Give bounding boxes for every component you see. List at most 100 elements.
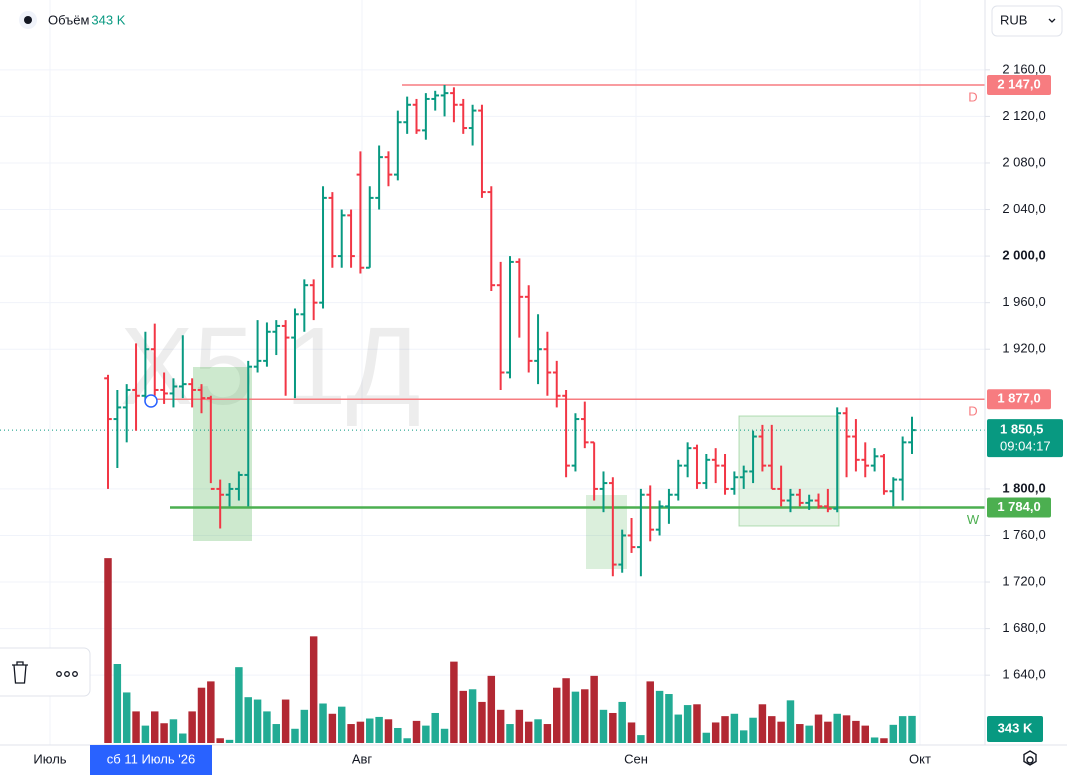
volume-bar xyxy=(581,689,589,743)
volume-bar xyxy=(683,705,692,743)
volume-bar xyxy=(244,697,252,743)
x-tick-label: Сен xyxy=(624,751,648,766)
volume-bar xyxy=(440,728,449,743)
grid xyxy=(0,0,985,745)
volume-bar xyxy=(169,719,178,743)
volume-bar xyxy=(898,716,907,743)
dropdown-arrow xyxy=(1048,18,1056,23)
volume-bar xyxy=(824,721,832,743)
last-price-box xyxy=(987,419,1063,458)
price-line-label: 1 877,0 xyxy=(997,391,1040,406)
volume-bar xyxy=(524,721,533,743)
volume-bar xyxy=(627,722,636,743)
volume-bar xyxy=(842,715,851,743)
crosshair-date: сб 11 Июль '26 xyxy=(107,751,195,766)
volume-bar xyxy=(758,704,767,743)
x-tick-label: Окт xyxy=(909,751,931,766)
volume-label-box xyxy=(987,716,1043,742)
volume-bar xyxy=(702,732,711,743)
volume-bar xyxy=(384,719,393,743)
watermark: Х5 1Д xyxy=(120,305,421,428)
price-line-label-box xyxy=(987,389,1051,410)
volume-bar xyxy=(674,714,683,743)
volume-bar xyxy=(450,661,458,743)
volume-bar xyxy=(468,689,477,743)
volume-bar xyxy=(553,687,561,743)
volume-bar xyxy=(328,713,337,743)
price-line-tag: D xyxy=(968,404,977,419)
volume-bar xyxy=(590,675,598,743)
volume-bar xyxy=(908,715,916,743)
legend-label: Объём xyxy=(48,12,89,27)
volume-bar xyxy=(375,716,383,743)
price-line-label-box xyxy=(987,497,1051,518)
y-tick-label: 2 000,0 xyxy=(1002,248,1045,263)
volume-bar xyxy=(188,711,196,743)
volume-bar xyxy=(319,703,327,743)
volume-bar xyxy=(889,724,898,743)
volume-bar xyxy=(852,720,860,743)
volume-bar xyxy=(861,725,869,743)
legend-value: 343 K xyxy=(91,12,125,27)
legend-icon-dot xyxy=(24,16,32,24)
volume-bar xyxy=(132,711,140,743)
volume-layer xyxy=(104,558,916,743)
price-lines: D D W xyxy=(0,84,985,527)
volume-bar xyxy=(122,692,131,743)
volume-bar xyxy=(487,675,496,743)
crosshair-date-box xyxy=(90,745,212,775)
zone[interactable] xyxy=(193,367,252,541)
volume-bar xyxy=(805,725,813,743)
volume-bar xyxy=(646,681,654,743)
y-tick-label: 1 720,0 xyxy=(1002,573,1045,588)
volume-bar xyxy=(796,724,804,743)
volume-bar xyxy=(347,724,355,743)
volume-bar xyxy=(777,721,785,743)
y-tick-label: 2 160,0 xyxy=(1002,61,1045,76)
volume-bar xyxy=(693,704,701,743)
volume-bar xyxy=(637,735,645,743)
zone[interactable] xyxy=(586,495,627,569)
volume-bar xyxy=(833,713,841,743)
volume-bar xyxy=(496,709,505,743)
volume-bar xyxy=(179,733,187,743)
anchor-point[interactable] xyxy=(144,394,158,408)
y-tick-label: 1 680,0 xyxy=(1002,620,1045,635)
volume-bar xyxy=(478,701,486,743)
x-tick-label: Июль xyxy=(33,751,66,766)
volume-bar xyxy=(721,716,729,743)
volume-bar xyxy=(225,739,234,743)
currency-select[interactable] xyxy=(991,5,1063,37)
volume-bar xyxy=(880,738,888,743)
floating-toolbar xyxy=(0,647,91,697)
volume-bar xyxy=(356,721,365,743)
price-line-label: 1 784,0 xyxy=(997,499,1040,514)
volume-bar xyxy=(151,711,159,743)
price-axis: 2 160,0 2 120,0 2 080,0 2 040,0 2 000,0 1 960… xyxy=(985,61,1063,742)
y-tick-label: 1 760,0 xyxy=(1002,527,1045,542)
volume-bar xyxy=(655,690,664,743)
volume-bar xyxy=(104,558,112,743)
volume-bar xyxy=(665,694,673,743)
volume-bar xyxy=(113,664,122,743)
volume-bar xyxy=(730,713,739,743)
y-tick-label: 2 120,0 xyxy=(1002,108,1045,123)
volume-bar xyxy=(300,709,309,743)
y-tick-label: 1 640,0 xyxy=(1002,667,1045,682)
delete-button[interactable] xyxy=(12,661,28,684)
volume-bar xyxy=(422,725,430,743)
more-button[interactable] xyxy=(56,671,78,677)
volume-bar xyxy=(412,720,421,743)
volume-bar xyxy=(571,691,580,743)
volume-bar xyxy=(711,722,720,743)
volume-bar xyxy=(207,681,215,743)
time-axis: Июль Авг Сен Окт xyxy=(33,751,931,766)
price-line-label: 2 147,0 xyxy=(997,76,1040,91)
settings-button[interactable] xyxy=(1023,750,1037,766)
volume-bar xyxy=(786,700,795,743)
volume-bar xyxy=(394,727,402,743)
volume-bar xyxy=(216,738,224,743)
last-price-label: 1 850,5 xyxy=(1000,422,1043,437)
